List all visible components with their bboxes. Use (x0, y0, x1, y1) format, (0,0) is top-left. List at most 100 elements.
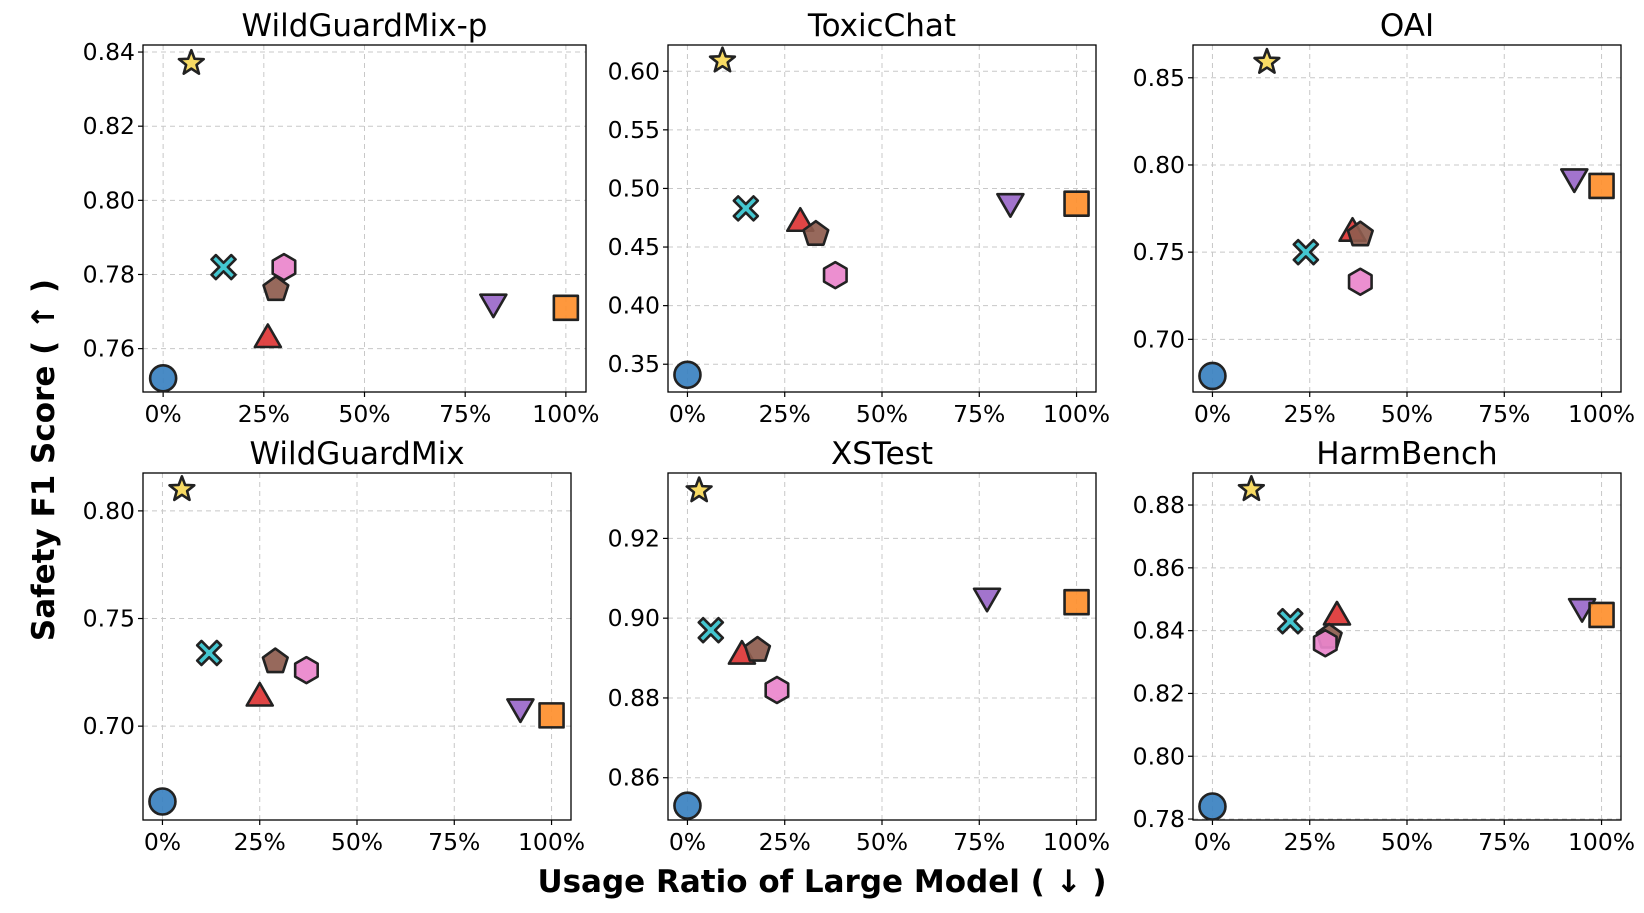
y-tick-label: 0.86 (608, 764, 660, 792)
subplot-3: 0% 25% 50% 75% 100% 0.70 0.75 0.80 0.85 OAI (1133, 8, 1635, 428)
star-marker (177, 48, 205, 75)
y-tick-label: 0.50 (608, 174, 660, 202)
subplot-title: XSTest (831, 436, 933, 472)
x-tick-label: 75% (428, 828, 480, 856)
y-tick-label: 0.76 (83, 335, 135, 363)
triangle-down-marker (479, 293, 508, 319)
y-tick-label: 0.35 (608, 350, 660, 378)
y-tick-label: 0.80 (83, 186, 135, 214)
x-marker (195, 639, 223, 667)
x-tick-label: 50% (338, 400, 390, 428)
x-tick-label: 25% (234, 828, 286, 856)
y-tick-label: 0.82 (1133, 679, 1185, 707)
x-tick-label: 0% (1194, 400, 1231, 428)
x-tick-label: 75% (1478, 828, 1530, 856)
hexagon-marker (271, 252, 297, 282)
x-tick-label: 50% (856, 400, 908, 428)
y-tick-label: 0.84 (83, 38, 135, 66)
square-marker (538, 702, 565, 729)
y-tick-label: 0.88 (608, 684, 660, 712)
y-tick-label: 0.40 (608, 292, 660, 320)
x-tick-label: 0% (1194, 828, 1231, 856)
y-tick-label: 0.75 (83, 605, 135, 633)
y-tick-label: 0.86 (1133, 554, 1185, 582)
square-marker (552, 294, 580, 322)
star-marker (685, 476, 713, 503)
subplot-title: OAI (1380, 8, 1434, 44)
triangle-up-marker (245, 681, 275, 707)
subplot-6: 0% 25% 50% 75% 100% 0.78 0.80 0.82 0.84 0.86 0.88 H… (1133, 436, 1635, 856)
pentagon-marker (261, 647, 289, 674)
x-marker (697, 616, 725, 644)
y-tick-label: 0.80 (83, 497, 135, 525)
triangle-down-marker (996, 192, 1025, 218)
x-marker (1276, 607, 1304, 635)
subplot-title: WildGuardMix-p (242, 8, 488, 44)
x-tick-label: 0% (669, 828, 706, 856)
x-tick-label: 75% (953, 400, 1005, 428)
pentagon-marker (802, 219, 830, 246)
x-tick-label: 25% (1284, 828, 1336, 856)
y-tick-label: 0.78 (1133, 805, 1185, 833)
x-tick-label: 0% (144, 828, 181, 856)
x-tick-label: 25% (759, 400, 811, 428)
x-tick-label: 75% (1478, 400, 1530, 428)
y-tick-label: 0.75 (1133, 238, 1185, 266)
pentagon-marker (743, 635, 772, 662)
pentagon-marker (262, 275, 290, 302)
circle-marker (148, 787, 177, 816)
triangle-up-marker (1322, 600, 1352, 626)
x-tick-label: 75% (953, 828, 1005, 856)
hexagon-marker (293, 655, 319, 685)
star-marker (168, 475, 196, 502)
x-tick-label: 50% (331, 828, 383, 856)
y-tick-label: 0.92 (608, 524, 660, 552)
subplot-5: 0% 25% 50% 75% 100% 0.86 0.88 0.90 0.92 XSTest (608, 436, 1110, 856)
x-marker (1292, 238, 1320, 266)
y-tick-label: 0.55 (608, 116, 660, 144)
triangle-up-marker (253, 323, 283, 349)
triangle-down-marker (506, 698, 535, 724)
x-tick-label: 25% (1284, 400, 1336, 428)
square-marker (1588, 172, 1615, 200)
x-tick-label: 50% (1381, 828, 1433, 856)
y-tick-label: 0.80 (1133, 151, 1185, 179)
subplot-title: HarmBench (1316, 436, 1497, 472)
star-marker (708, 46, 737, 73)
y-tick-label: 0.82 (83, 112, 135, 140)
x-tick-label: 25% (759, 828, 811, 856)
y-tick-label: 0.84 (1133, 617, 1185, 645)
hexagon-marker (822, 260, 848, 290)
triangle-up-marker (785, 206, 815, 233)
x-tick-label: 50% (1381, 400, 1433, 428)
y-tick-label: 0.85 (1133, 64, 1185, 92)
panels: 0% 25% 50% 75% 100% 0.76 0.78 0.80 0.82 0.84 WildG… (83, 8, 1635, 856)
x-tick-label: 0% (144, 400, 181, 428)
x-marker (210, 253, 237, 281)
x-tick-label: 100% (532, 400, 599, 428)
subplot-title: ToxicChat (807, 8, 956, 44)
y-tick-label: 0.70 (1133, 325, 1185, 353)
star-marker (1237, 475, 1266, 502)
square-marker (1588, 601, 1615, 629)
x-tick-label: 0% (669, 400, 706, 428)
y-tick-label: 0.80 (1133, 742, 1185, 770)
x-tick-label: 50% (856, 828, 908, 856)
x-tick-label: 100% (518, 828, 585, 856)
circle-marker (673, 791, 702, 820)
square-marker (1063, 190, 1090, 217)
subplot-title: WildGuardMix (249, 436, 464, 472)
subplot-1: 0% 25% 50% 75% 100% 0.76 0.78 0.80 0.82 0.84 WildG… (83, 8, 600, 428)
subplot-4: 0% 25% 50% 75% 100% 0.70 0.75 0.80 WildGuardMix (83, 436, 585, 856)
y-tick-label: 0.70 (83, 712, 135, 740)
x-tick-label: 100% (1568, 828, 1635, 856)
triangle-down-marker (1560, 168, 1589, 194)
y-tick-label: 0.45 (608, 233, 660, 261)
x-marker (732, 195, 760, 222)
hexagon-marker (1347, 267, 1373, 297)
hexagon-marker (1312, 628, 1338, 658)
x-tick-label: 25% (238, 400, 290, 428)
subplot-2: 0% 25% 50% 75% 100% 0.35 0.40 0.45 0.50 0.55 0.60 T… (608, 8, 1110, 428)
x-axis-label: Usage Ratio of Large Model ( ↓ ) (537, 864, 1106, 900)
